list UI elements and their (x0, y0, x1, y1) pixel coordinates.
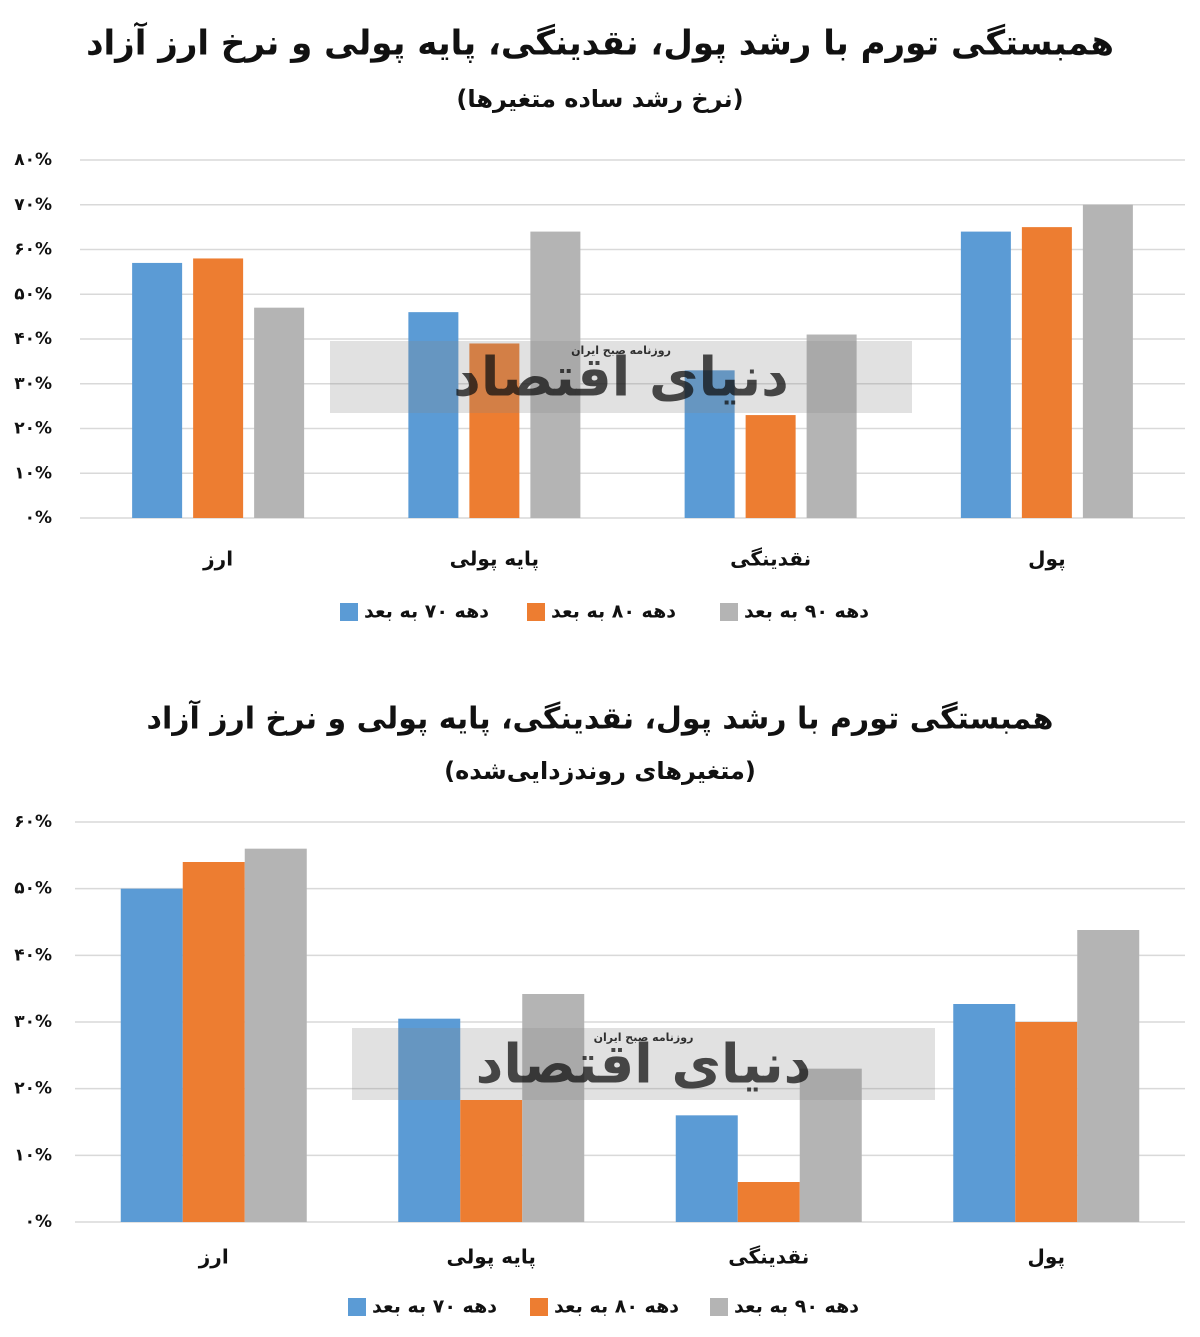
bar (953, 1004, 1016, 1222)
x-tick-label: نقدینگی (728, 1245, 809, 1269)
y-tick-label: ۱۰% (14, 1145, 52, 1165)
chart-subtitle: (نرخ رشد ساده متغیرها) (456, 85, 743, 113)
y-tick-label: ۳۰% (14, 374, 52, 394)
legend-label: دهه ۸۰ به بعد (554, 1296, 679, 1318)
bar (244, 848, 307, 1222)
y-tick-label: ۵۰% (14, 284, 52, 304)
y-tick-label: ۳۰% (14, 1012, 52, 1032)
bar (530, 231, 581, 518)
watermark-band (330, 341, 912, 413)
bar (193, 258, 244, 518)
bar (1082, 204, 1133, 518)
bar (469, 343, 520, 518)
bar (675, 1115, 738, 1222)
legend-swatch (348, 1298, 366, 1316)
x-tick-label: پول (1028, 547, 1065, 572)
watermark-title: دنیای اقتصاد (453, 346, 789, 409)
x-tick-label: پول (1028, 1245, 1065, 1270)
legend-swatch (710, 1298, 728, 1316)
y-tick-label: ۸۰% (14, 150, 52, 170)
y-tick-label: ۵۰% (14, 879, 52, 899)
legend-swatch (720, 603, 738, 621)
bar (460, 1100, 523, 1222)
bar (254, 307, 305, 518)
y-tick-label: ۶۰% (14, 812, 52, 832)
watermark-band (352, 1028, 935, 1100)
bar (182, 862, 245, 1222)
chart-title: همبستگی تورم با رشد پول، نقدینگی، پایه پ… (86, 22, 1114, 64)
legend-label: دهه ۷۰ به بعد (372, 1296, 497, 1318)
bar (745, 415, 796, 518)
bar (120, 888, 183, 1222)
bar (132, 262, 183, 518)
x-tick-label: پایه پولی (447, 1245, 536, 1270)
bar (1021, 227, 1072, 518)
bar (398, 1018, 461, 1222)
watermark-subtitle: روزنامه صبح ایران (571, 344, 671, 357)
bar (806, 334, 857, 518)
x-tick-label: پایه پولی (450, 547, 539, 572)
x-tick-label: ارز (198, 1245, 229, 1269)
chart-subtitle: (متغیرهای روندزدایی‌شده) (444, 757, 756, 785)
x-tick-label: نقدینگی (730, 547, 811, 571)
y-tick-label: ۰% (25, 1212, 52, 1232)
y-tick-label: ۴۰% (14, 945, 52, 965)
bar (737, 1182, 800, 1222)
bar (799, 1068, 862, 1222)
bar (960, 231, 1011, 518)
bar (684, 370, 735, 518)
legend-swatch (340, 603, 358, 621)
legend-label: دهه ۸۰ به بعد (551, 601, 676, 623)
legend-label: دهه ۹۰ به بعد (744, 601, 869, 623)
bar (522, 994, 585, 1222)
watermark-title: دنیای اقتصاد (476, 1033, 812, 1096)
legend-swatch (530, 1298, 548, 1316)
legend-label: دهه ۹۰ به بعد (734, 1296, 859, 1318)
y-tick-label: ۰% (25, 508, 52, 528)
chart-title: همبستگی تورم با رشد پول، نقدینگی، پایه پ… (147, 700, 1054, 737)
y-tick-label: ۲۰% (14, 419, 52, 439)
bar (1015, 1022, 1078, 1222)
watermark-subtitle: روزنامه صبح ایران (594, 1031, 694, 1044)
y-tick-label: ۲۰% (14, 1079, 52, 1099)
x-tick-label: ارز (202, 547, 233, 571)
legend-label: دهه ۷۰ به بعد (364, 601, 489, 623)
bar (1077, 930, 1140, 1222)
y-tick-label: ۱۰% (14, 463, 52, 483)
y-tick-label: ۷۰% (14, 195, 52, 215)
y-tick-label: ۶۰% (14, 240, 52, 260)
legend-swatch (527, 603, 545, 621)
bar (408, 312, 459, 518)
y-tick-label: ۴۰% (14, 329, 52, 349)
